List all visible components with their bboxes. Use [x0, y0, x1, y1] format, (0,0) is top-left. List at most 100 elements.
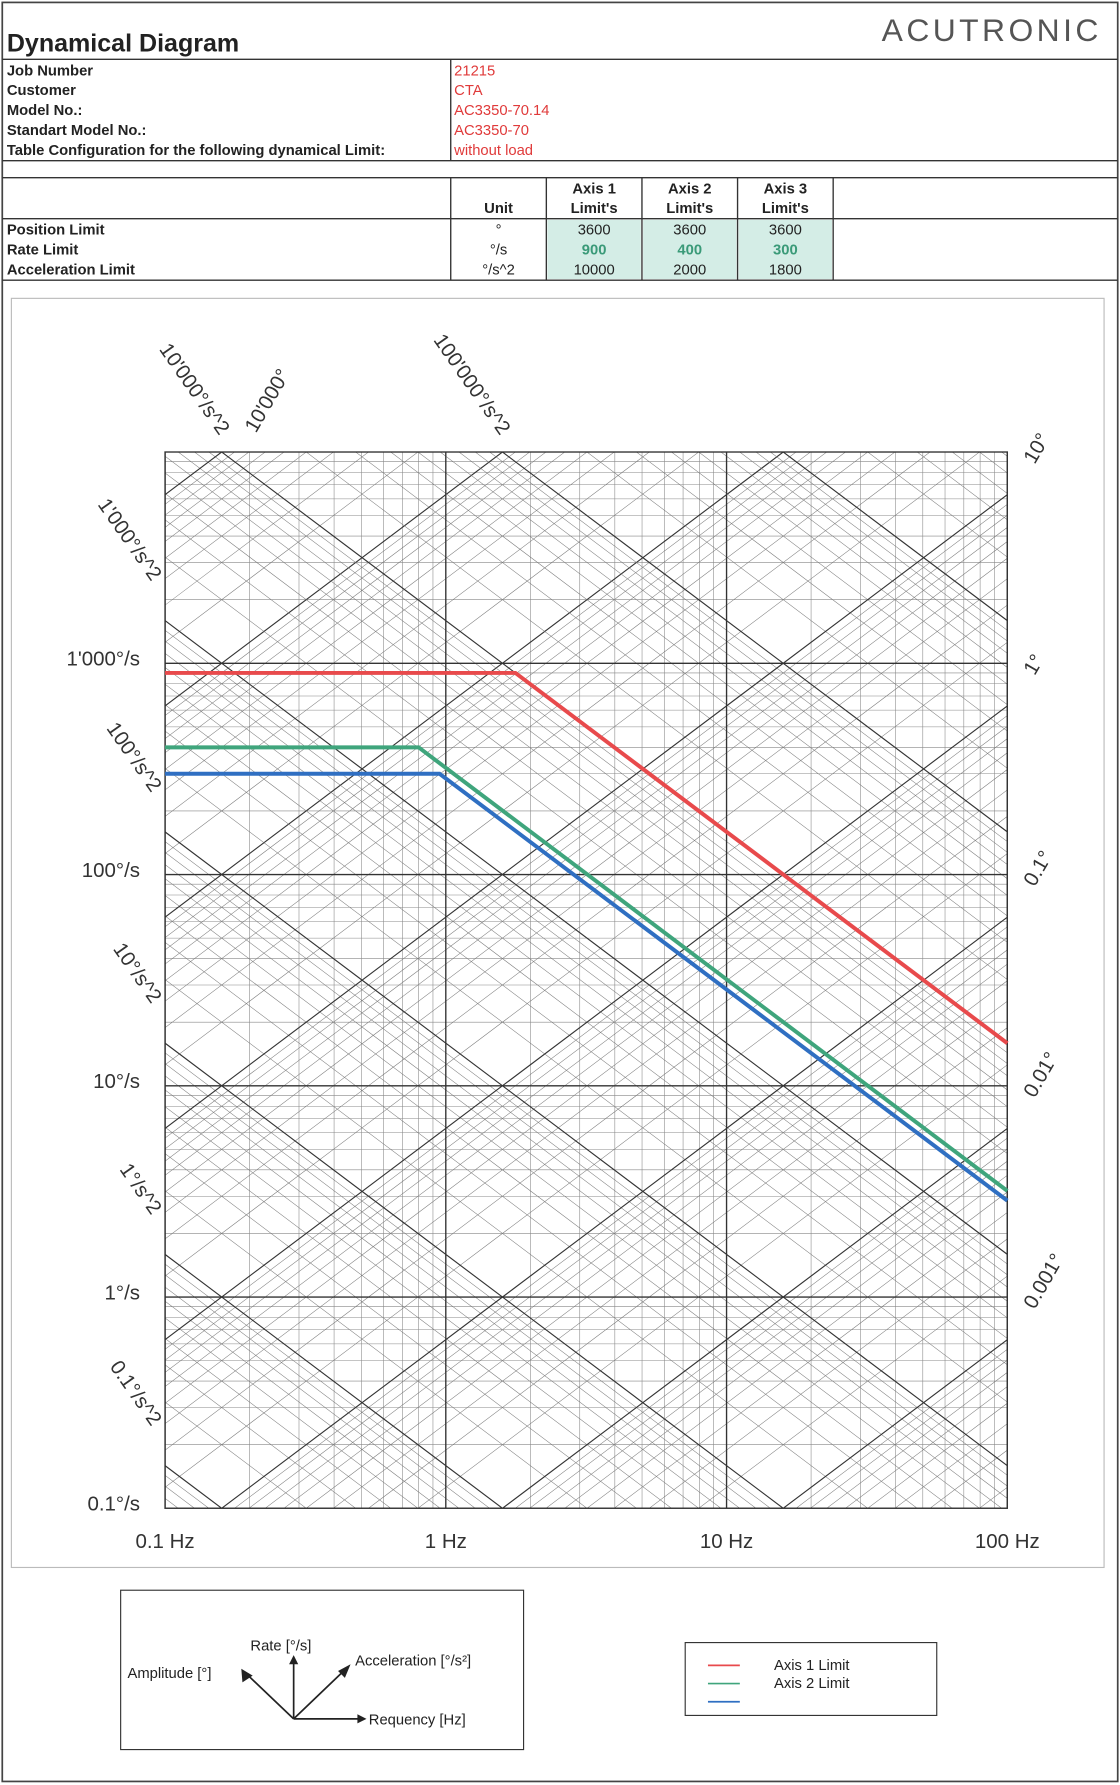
amplitude-line [417, 1064, 1008, 1509]
amplitude-line [165, 527, 1008, 1162]
unit: °/s^2 [482, 262, 515, 278]
accel-line [165, 1274, 476, 1509]
amplitude-label: 0.01° [1019, 1048, 1063, 1101]
amplitude-line [165, 452, 547, 739]
accel-line [165, 841, 1008, 1476]
amplitude-line [165, 752, 1008, 1387]
amplitude-line [165, 452, 828, 951]
amplitude-line [165, 452, 334, 579]
accel-line [165, 1475, 210, 1509]
accel-label: 100'000°/s^2 [429, 330, 515, 439]
accel-label: 100°/s^2 [102, 718, 166, 796]
accel-line [417, 452, 1008, 896]
accel-line [165, 878, 1003, 1509]
limit-value: 3600 [578, 223, 611, 239]
amplitude-line [368, 1027, 1008, 1509]
y-tick-label: 10°/s [93, 1070, 140, 1093]
amplitude-line [165, 789, 1008, 1424]
accel-line [165, 1697, 1007, 1785]
accel-line [390, 452, 1008, 917]
amplitude-line [333, 1001, 1008, 1509]
info-label: Customer [7, 83, 76, 99]
info-value: CTA [454, 83, 483, 99]
accel-label: 10'000°/s^2 [155, 339, 235, 439]
amplitude-line [165, 452, 419, 643]
accel-line [782, 452, 1008, 622]
amplitude-line [165, 452, 615, 791]
amplitude-line [165, 1561, 1007, 1785]
amplitude-line [165, 705, 1008, 1341]
amplitude-line [782, 1339, 1008, 1509]
amplitude-line [165, 1661, 1007, 1785]
row-label: Position Limit [7, 223, 105, 239]
amplitude-line [165, 452, 531, 727]
amplitude-line [165, 853, 1008, 1488]
limit-line [165, 670, 1009, 1045]
column-header: Limit's [762, 201, 809, 217]
key-amplitude: Amplitude [°] [127, 1666, 211, 1682]
accel-line [165, 895, 980, 1509]
accel-line [635, 452, 1008, 732]
info-value: AC3350-70 [454, 123, 529, 139]
accel-line [165, 1153, 637, 1509]
accel-line [165, 1052, 771, 1509]
accel-line [165, 852, 1008, 1487]
amplitude-label: 10'000° [240, 365, 294, 436]
amplitude-line [165, 452, 785, 918]
accel-line [165, 1126, 672, 1509]
accel-line [165, 1106, 700, 1509]
amplitude-line [220, 916, 1008, 1509]
accel-line [165, 667, 1008, 1302]
accel-line [165, 1317, 419, 1509]
accel-line [177, 452, 1008, 1077]
amplitude-line [165, 578, 1008, 1213]
accel-line [355, 452, 1008, 943]
accel-line [165, 1286, 460, 1509]
accel-line [671, 452, 1008, 705]
amplitude-label: 1° [1019, 650, 1049, 678]
amplitude-line [165, 452, 811, 938]
amplitude-line [165, 504, 1008, 1139]
accel-line [489, 452, 1008, 842]
title: Dynamical Diagram [7, 29, 239, 57]
amplitude-line [529, 1148, 1008, 1509]
accel-line [165, 1075, 741, 1509]
column-header: Axis 3 [764, 182, 808, 198]
row-label: Rate Limit [7, 243, 79, 259]
legend-label: Axis 2 Limit [774, 1676, 850, 1692]
amplitude-line [165, 452, 504, 707]
accel-line [208, 452, 1008, 1054]
limit-value: 1800 [769, 262, 802, 278]
x-tick-label: 0.1 Hz [135, 1530, 194, 1553]
y-tick-label: 1°/s [105, 1281, 141, 1304]
accel-line [165, 1338, 392, 1509]
cell-bg [547, 219, 641, 280]
accel-line [165, 1364, 357, 1509]
accel-label: 0.1°/s^2 [105, 1356, 166, 1429]
amplitude-line [165, 0, 1007, 347]
accel-line [165, 1401, 307, 1509]
accel-line [739, 452, 1008, 654]
amplitude-label: 0.1° [1019, 847, 1057, 890]
accel-line [165, 0, 1007, 7]
table-lines [2, 58, 1118, 281]
info-label: Job Number [7, 63, 93, 79]
logo: ACUTRONIC [882, 12, 1102, 48]
accel-line [769, 452, 1008, 631]
accel-line [165, 472, 1008, 1107]
key-box: Rate [°/s] Amplitude [°] Acceleration [°… [120, 1589, 525, 1751]
amplitude-line [810, 1359, 1008, 1509]
accel-line [165, 942, 918, 1509]
accel-line [165, 1710, 1007, 1785]
accel-line [165, 684, 1008, 1319]
amplitude-line [165, 1571, 1007, 1785]
amplitude-line [826, 1372, 1008, 1509]
amplitude-line [514, 1137, 1008, 1509]
info-value: 21215 [454, 63, 495, 79]
amplitude-line [165, 452, 307, 559]
unit: °/s [490, 243, 507, 259]
plot-border [164, 451, 1008, 1509]
amplitude-label: 10° [1019, 429, 1054, 467]
